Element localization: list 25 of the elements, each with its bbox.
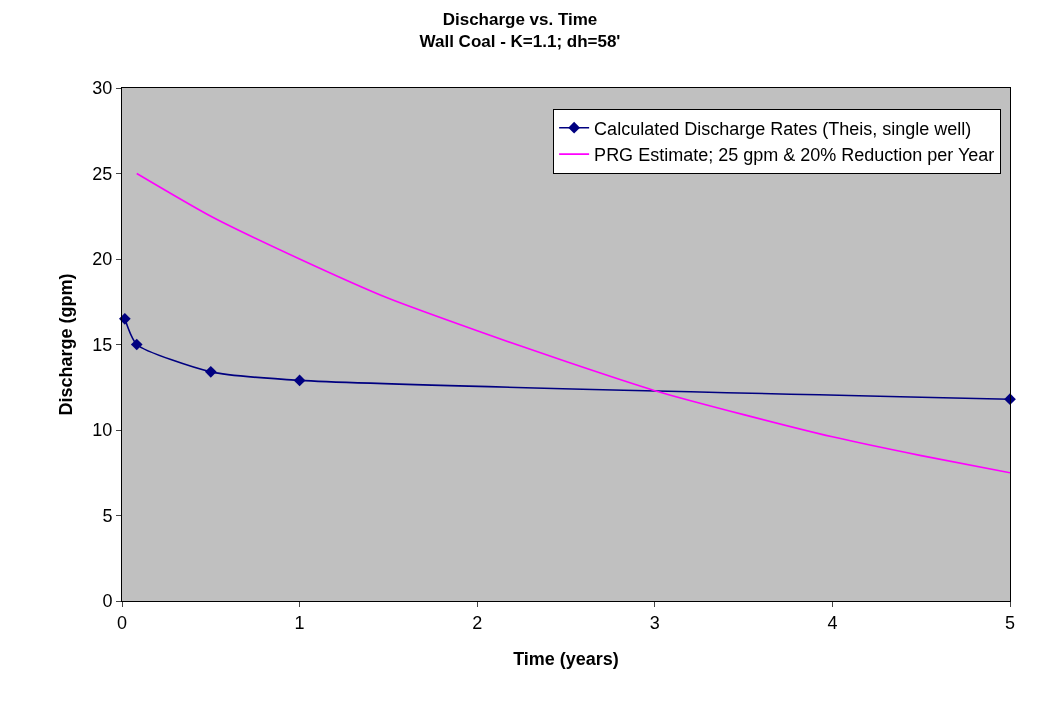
y-tick-label: 20: [92, 249, 113, 270]
point: [1004, 393, 1016, 406]
chart-title: Discharge vs. Time: [442, 10, 598, 30]
y-tick-label: 25: [92, 163, 113, 184]
x-tick-label: 5: [1004, 612, 1016, 633]
point: [293, 374, 306, 387]
x-tick-label: 1: [294, 612, 305, 633]
x-tick-label: 3: [649, 612, 660, 633]
point: [204, 366, 217, 378]
y-tick-label: 10: [92, 420, 113, 441]
x-tick-label: 0: [116, 612, 128, 633]
y-tick-label: 15: [92, 334, 113, 355]
chart-subtitle: Wall Coal - K=1.1; dh=58': [419, 32, 621, 52]
x-axis-title: Time (years): [513, 648, 619, 669]
x-tick-label: 4: [827, 612, 838, 633]
line-series: [135, 172, 1010, 474]
legend-label: PRG Estimate; 25 gpm & 20% Reduction per Year: [594, 145, 995, 166]
point: [118, 313, 131, 325]
legend-label: Calculated Discharge Rates (Theis, single well): [594, 118, 972, 139]
point: [130, 338, 143, 351]
x-tick-label: 2: [472, 612, 483, 633]
y-tick-label: 30: [92, 78, 113, 99]
y-axis-title: Discharge (gpm): [55, 273, 76, 416]
y-tick-label: 5: [102, 505, 113, 526]
y-tick-label: 0: [102, 591, 113, 612]
